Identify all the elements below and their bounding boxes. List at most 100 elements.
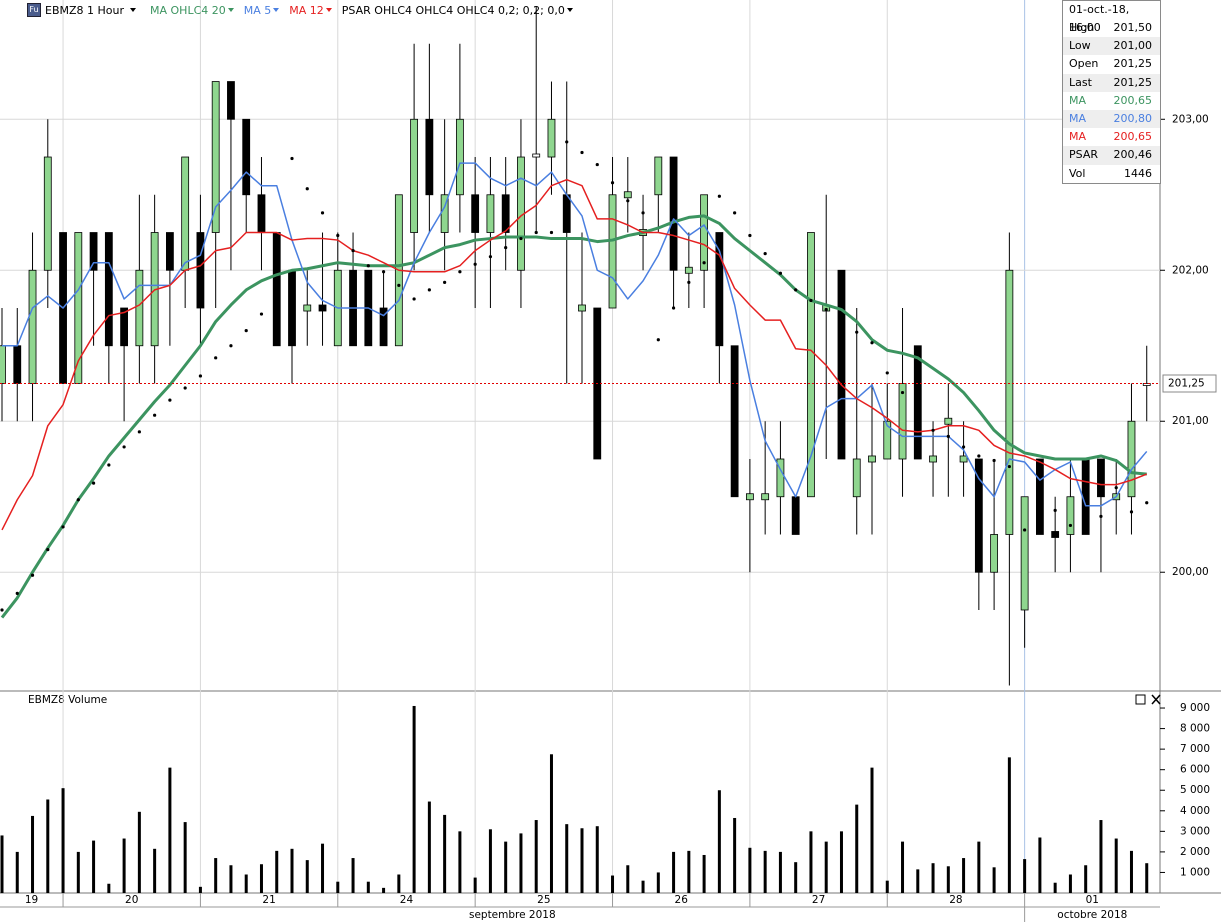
volume-bar xyxy=(61,788,65,893)
psar-dot xyxy=(30,573,35,577)
legend-entry[interactable]: MA 5 xyxy=(243,3,272,17)
volume-bar xyxy=(351,858,355,893)
info-label: Open xyxy=(1069,57,1099,71)
info-row: MA 200,80 xyxy=(1063,109,1160,129)
candle-body xyxy=(974,458,983,573)
volume-bar xyxy=(107,883,111,893)
info-value: 1446 xyxy=(1124,166,1152,180)
volume-bar xyxy=(717,790,721,893)
candle-body xyxy=(471,194,480,233)
volume-bar xyxy=(962,858,966,893)
y-tick-label: 5 000 xyxy=(1180,784,1210,796)
volume-bar xyxy=(534,820,538,893)
legend: Fu EBMZ8 1 Hour MA OHLC4 20 MA 5 MA 12 PSAR… xyxy=(27,3,583,17)
legend-items: MA OHLC4 20 MA 5 MA 12 PSAR OHLC4 OHLC4 OHL… xyxy=(150,4,583,17)
candle-body xyxy=(227,81,235,120)
candle-body xyxy=(0,345,6,384)
volume-bar xyxy=(153,848,157,893)
psar-dot xyxy=(626,199,630,203)
x-tick-label: 27 xyxy=(812,894,825,906)
volume-bar xyxy=(321,843,325,893)
candle-body xyxy=(990,534,999,573)
x-tick-label: 19 xyxy=(25,894,38,906)
y-tick-label: 203,00 xyxy=(1172,113,1209,125)
dropdown-arrow[interactable] xyxy=(325,8,332,12)
candle-body xyxy=(165,232,174,271)
info-row: High 201,50 xyxy=(1063,19,1160,37)
psar-dot xyxy=(366,264,370,268)
close-button[interactable] xyxy=(1151,694,1161,705)
volume-bar xyxy=(259,864,263,893)
legend-entry[interactable]: MA OHLC4 20 xyxy=(150,3,226,17)
volume-bar xyxy=(809,831,813,893)
legend-entry[interactable]: MA 12 xyxy=(289,3,324,17)
psar-dot xyxy=(748,233,752,238)
psar-dot xyxy=(610,181,615,185)
psar-dot xyxy=(519,236,523,241)
y-tick-label: 200,00 xyxy=(1172,566,1209,578)
candle-body xyxy=(929,455,937,463)
candle-body xyxy=(730,345,739,498)
psar-dot xyxy=(565,140,569,144)
ma-line xyxy=(2,162,1148,507)
candle-body xyxy=(913,345,922,460)
psar-dot xyxy=(259,312,264,316)
psar-dot xyxy=(641,211,645,215)
candle-body xyxy=(715,232,724,347)
volume-bar xyxy=(855,804,859,893)
month-label: septembre 2018 xyxy=(469,909,556,921)
psar-dot xyxy=(61,525,65,529)
volume-bar xyxy=(916,869,920,893)
volume-bar xyxy=(168,767,172,893)
info-value: 200,65 xyxy=(1113,130,1153,144)
candle-body xyxy=(13,345,22,384)
candle-body xyxy=(89,232,98,271)
volume-bar xyxy=(748,847,752,893)
info-label: Last xyxy=(1069,75,1092,89)
volume-bar xyxy=(1129,850,1133,893)
candle-body xyxy=(654,156,663,196)
candle-body xyxy=(852,458,861,498)
dropdown-arrow[interactable] xyxy=(130,8,137,12)
volume-bar xyxy=(1145,863,1149,893)
volume-bar xyxy=(1114,838,1118,893)
psar-dot xyxy=(122,445,126,449)
psar-dot xyxy=(1068,523,1073,528)
dropdown-arrow[interactable] xyxy=(273,8,280,12)
volume-bar xyxy=(214,858,218,893)
volume-title: EBMZ8 Volume xyxy=(28,694,107,706)
volume-bar xyxy=(412,705,416,893)
candle-body xyxy=(1097,458,1105,498)
candle-body xyxy=(1142,383,1151,386)
candle-body xyxy=(43,156,52,271)
psar-dot xyxy=(381,270,386,274)
candle-body xyxy=(562,194,571,233)
volume-bar xyxy=(198,886,202,893)
psar-dot xyxy=(320,211,325,215)
volume-bar xyxy=(137,811,141,893)
dropdown-arrow[interactable] xyxy=(566,8,573,12)
info-value: 201,25 xyxy=(1113,75,1153,89)
psar-dot xyxy=(1099,514,1103,518)
symbol-label[interactable]: EBMZ8 1 Hour xyxy=(45,3,125,17)
psar-dot xyxy=(763,252,767,256)
volume-bar xyxy=(473,877,477,893)
psar-dot xyxy=(198,374,203,378)
psar-dot xyxy=(916,415,920,419)
legend-entry[interactable]: PSAR OHLC4 OHLC4 OHLC4 0,2; 0,2; 0,0 xyxy=(341,3,565,17)
psar-dot xyxy=(839,318,844,322)
maximize-button[interactable] xyxy=(1135,694,1146,705)
volume-bar xyxy=(931,863,935,893)
volume-bar xyxy=(641,880,645,893)
psar-dot xyxy=(961,445,966,449)
symbol-icon[interactable]: Fu xyxy=(27,3,41,17)
x-tick-label: 28 xyxy=(949,894,962,906)
candle-body xyxy=(745,493,754,501)
candle-body xyxy=(303,304,312,312)
candle-body xyxy=(120,307,129,347)
candle-body xyxy=(684,266,693,274)
info-panel: 01-oct.-18, 16:00 High 201,50 Low 201,00 Ope… xyxy=(1062,0,1161,184)
dropdown-arrow[interactable] xyxy=(227,8,234,12)
volume-bar xyxy=(244,874,248,893)
volume-bar xyxy=(31,815,35,893)
